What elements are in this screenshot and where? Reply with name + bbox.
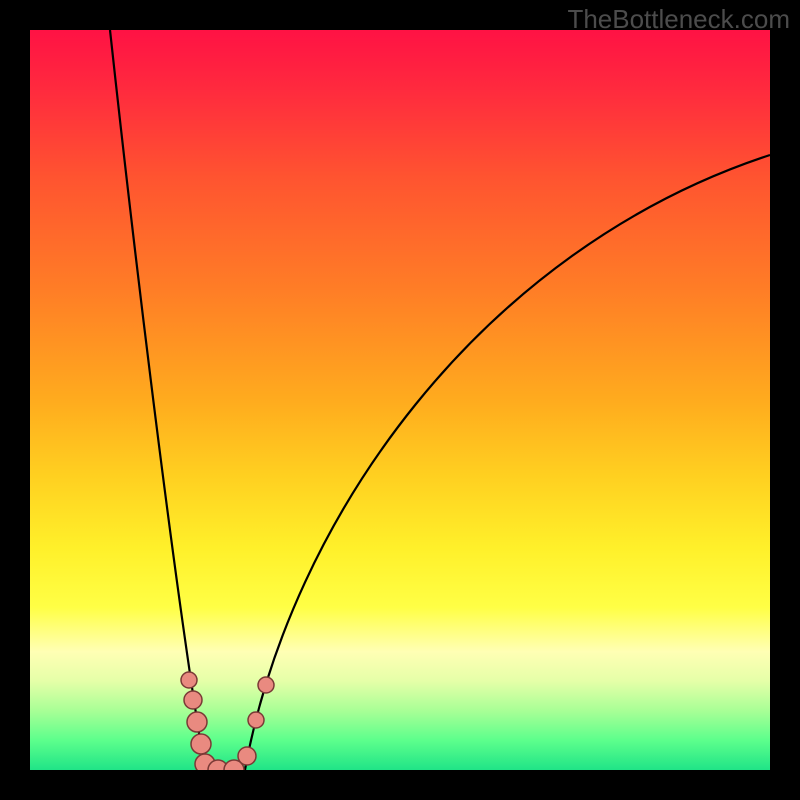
- data-marker: [187, 712, 207, 732]
- watermark-text: TheBottleneck.com: [567, 4, 790, 35]
- data-marker: [181, 672, 197, 688]
- data-marker: [248, 712, 264, 728]
- bottleneck-curve: [110, 30, 770, 770]
- data-marker: [191, 734, 211, 754]
- data-marker: [238, 747, 256, 765]
- chart-svg-layer: [0, 0, 800, 800]
- data-marker: [258, 677, 274, 693]
- data-marker: [184, 691, 202, 709]
